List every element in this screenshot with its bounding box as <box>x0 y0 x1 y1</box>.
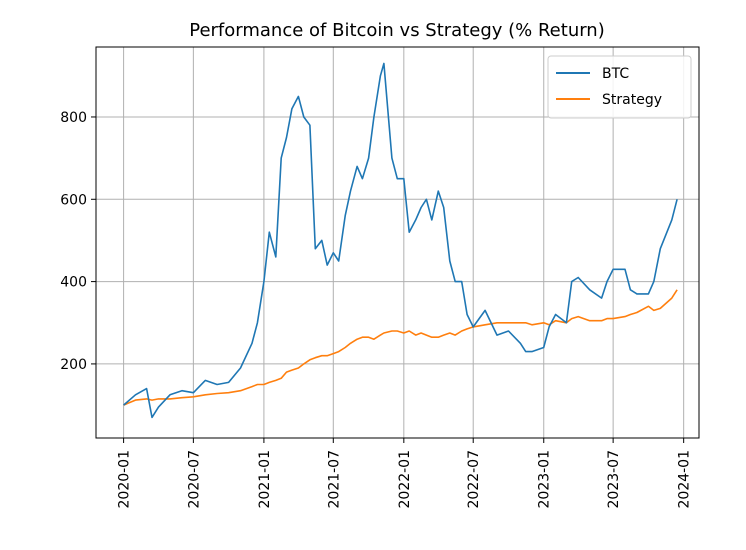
x-tick-label: 2022-01 <box>397 450 413 509</box>
x-tick-label: 2023-01 <box>537 450 553 509</box>
chart-title: Performance of Bitcoin vs Strategy (% Re… <box>189 20 605 41</box>
legend: BTC Strategy <box>547 55 692 119</box>
legend-box <box>547 55 692 119</box>
y-tick-label: 400 <box>60 275 87 291</box>
series-group <box>123 62 678 419</box>
series-line-btc <box>123 62 678 419</box>
x-tick-label: 2021-07 <box>326 450 342 509</box>
ticks: 2020-01 2020-07 2021-01 2021-07 2022-01 2022-… <box>60 110 692 509</box>
x-tick-label: 2024-01 <box>677 450 693 509</box>
x-tick-label: 2023-07 <box>606 450 622 509</box>
y-tick-label: 200 <box>60 357 87 373</box>
series-line-strategy <box>123 289 678 406</box>
x-tick-label: 2020-01 <box>117 450 133 509</box>
legend-label-strategy: Strategy <box>602 92 662 108</box>
x-tick-label: 2020-07 <box>186 450 202 509</box>
x-tick-label: 2022-07 <box>466 450 482 509</box>
x-tick-label: 2021-01 <box>257 450 273 509</box>
y-tick-label: 600 <box>60 192 87 208</box>
y-tick-label: 800 <box>60 110 87 126</box>
plot-frame <box>95 46 700 439</box>
legend-label-btc: BTC <box>602 66 629 82</box>
